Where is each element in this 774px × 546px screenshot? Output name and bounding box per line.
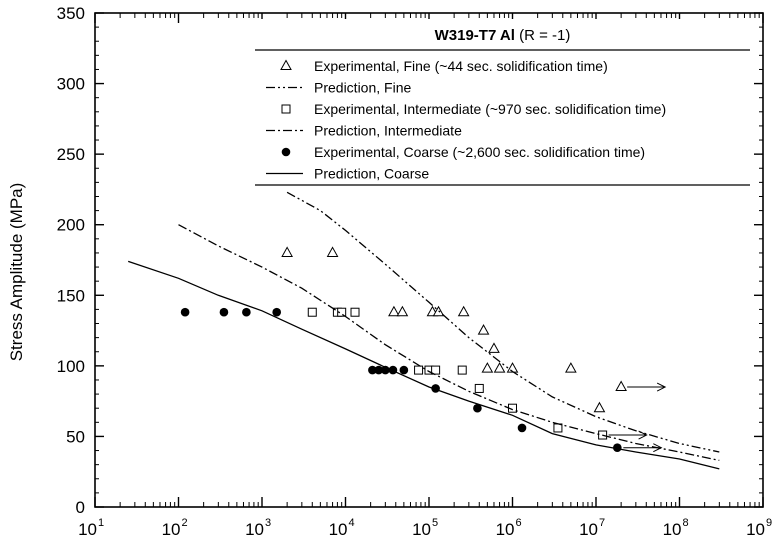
- data-point-circle: [473, 403, 482, 413]
- data-point-triangle: [488, 342, 500, 353]
- runout-arrow-head: [653, 443, 663, 453]
- series-layer: [127, 191, 720, 470]
- legend-entry-label: Experimental, Fine (~44 sec. solidificat…: [314, 58, 608, 74]
- data-point-circle: [242, 307, 251, 317]
- x-tick-exponent: 7: [599, 517, 605, 529]
- data-point-square: [337, 307, 347, 317]
- series-scatter: [307, 307, 648, 440]
- data-point-triangle: [493, 362, 506, 373]
- data-point-circle: [613, 443, 622, 453]
- x-axis-ticks: 10 1 10 2 10 3 10 4 10 5 10 6 10 7 10 8 10 9: [78, 13, 772, 539]
- x-tick-base: 10: [412, 520, 431, 539]
- x-tick-exponent: 9: [766, 517, 772, 529]
- legend-entry-label: Prediction, Intermediate: [314, 123, 462, 139]
- x-tick-base: 10: [78, 520, 97, 539]
- y-tick-label: 200: [57, 216, 85, 235]
- y-tick-label: 100: [57, 357, 85, 376]
- x-tick-base: 10: [245, 520, 264, 539]
- prediction-line: [127, 260, 720, 470]
- x-tick-exponent: 3: [265, 517, 271, 529]
- data-point-triangle: [593, 401, 606, 413]
- legend-title-note: (R = -1): [519, 27, 570, 44]
- runout-arrow-head: [638, 430, 648, 440]
- data-point-circle: [180, 307, 190, 317]
- runout-arrow-head: [656, 382, 667, 392]
- x-tick-base: 10: [746, 520, 765, 539]
- data-point-square: [350, 307, 360, 317]
- series-scatter: [180, 307, 663, 453]
- x-tick-label: 10 6: [496, 517, 522, 539]
- data-point-square: [457, 365, 467, 375]
- x-tick-base: 10: [329, 520, 348, 539]
- data-point-triangle: [388, 305, 400, 317]
- x-tick-exponent: 4: [349, 517, 355, 529]
- data-point-circle: [399, 365, 409, 375]
- x-tick-exponent: 1: [98, 517, 104, 529]
- legend: W319-T7 Al (R = -1) Experimental, Fine (~…: [255, 19, 750, 186]
- data-point-triangle: [457, 305, 470, 317]
- data-point-triangle: [326, 246, 339, 257]
- series-line: [178, 224, 720, 462]
- data-point-square: [414, 365, 424, 375]
- data-point-triangle: [477, 324, 490, 335]
- y-tick-label: 250: [57, 145, 85, 164]
- data-point-circle: [272, 307, 282, 317]
- y-tick-label: 50: [66, 427, 85, 446]
- x-tick-label: 10 2: [162, 517, 188, 539]
- x-tick-base: 10: [496, 520, 515, 539]
- series-line: [286, 191, 720, 453]
- data-point-square: [553, 423, 563, 433]
- y-tick-label: 350: [57, 4, 85, 23]
- data-point-circle: [219, 307, 229, 317]
- x-tick-label: 10 3: [245, 517, 271, 539]
- legend-entry-label: Prediction, Coarse: [314, 166, 429, 182]
- legend-entry-label: Experimental, Coarse (~2,600 sec. solidi…: [314, 144, 645, 160]
- data-point-triangle: [280, 59, 292, 70]
- x-tick-label: 10 4: [329, 517, 355, 539]
- y-tick-label: 0: [76, 498, 85, 517]
- data-point-circle: [281, 147, 291, 157]
- y-tick-label: 300: [57, 75, 85, 94]
- x-tick-base: 10: [162, 520, 181, 539]
- x-tick-label: 10 8: [663, 517, 689, 539]
- data-point-square: [474, 383, 484, 393]
- x-tick-label: 10 7: [579, 517, 605, 539]
- data-point-square: [307, 307, 317, 317]
- data-point-triangle: [396, 305, 409, 317]
- y-tick-label: 150: [57, 286, 85, 305]
- legend-entry-label: Experimental, Intermediate (~970 sec. so…: [314, 101, 666, 117]
- x-tick-label: 10 5: [412, 517, 438, 539]
- axes-frame: [94, 12, 764, 508]
- data-point-square: [281, 104, 291, 114]
- plot-frame: [94, 12, 764, 508]
- x-tick-exponent: 8: [683, 517, 689, 529]
- legend-title: W319-T7 Al (R = -1): [435, 27, 571, 44]
- x-tick-base: 10: [579, 520, 598, 539]
- legend-entry-label: Prediction, Fine: [314, 80, 411, 96]
- y-axis-label: Stress Amplitude (MPa): [7, 183, 26, 362]
- x-tick-exponent: 2: [182, 517, 188, 529]
- data-point-triangle: [615, 380, 627, 392]
- legend-title-main: W319-T7 Al: [435, 27, 519, 44]
- data-point-triangle: [481, 362, 494, 373]
- data-point-circle: [517, 423, 527, 433]
- data-point-triangle: [565, 362, 577, 373]
- prediction-line: [286, 191, 720, 453]
- prediction-line: [178, 224, 720, 462]
- x-tick-label: 10 9: [746, 517, 772, 539]
- x-tick-exponent: 5: [432, 517, 438, 529]
- data-point-triangle: [281, 246, 293, 257]
- series-line: [127, 260, 720, 470]
- data-point-circle: [368, 365, 377, 375]
- series-scatter: [281, 246, 667, 413]
- legend-title-bg: [255, 19, 750, 50]
- y-axis-ticks: 0 50 100 150 200 250 300 350: [57, 4, 763, 517]
- x-tick-exponent: 6: [516, 517, 522, 529]
- x-tick-label: 10 1: [78, 517, 104, 539]
- x-tick-base: 10: [663, 520, 682, 539]
- data-point-circle: [374, 365, 384, 375]
